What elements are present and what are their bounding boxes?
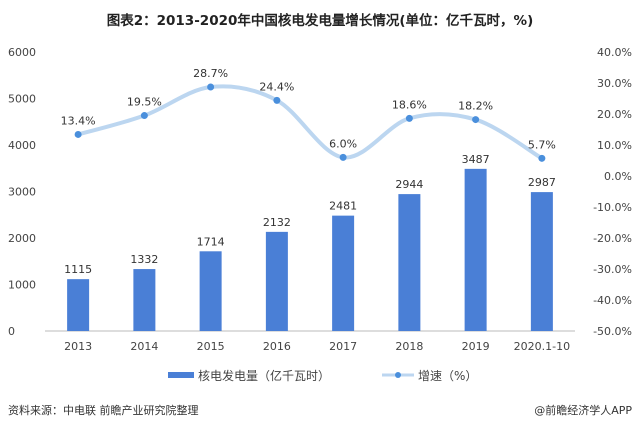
growth-line (77, 84, 543, 161)
right-tick-label: 30.0% (597, 77, 632, 90)
bar (464, 168, 487, 331)
bar (133, 269, 156, 331)
bar (530, 192, 553, 331)
x-tick-label: 2019 (462, 340, 490, 353)
brand-credit: @前瞻经济学人APP (534, 404, 632, 417)
right-tick-label: 40.0% (597, 46, 632, 59)
x-tick-label: 2014 (130, 340, 158, 353)
bar (398, 194, 421, 331)
growth-data-label: 6.0% (329, 137, 357, 150)
right-tick-label: -40.0% (593, 294, 632, 307)
bar-data-label: 2132 (263, 216, 291, 229)
bar (265, 231, 288, 331)
left-tick-label: 4000 (8, 139, 36, 152)
growth-marker (472, 116, 480, 124)
right-tick-label: 10.0% (597, 139, 632, 152)
growth-marker (140, 112, 148, 120)
right-tick-label: -10.0% (593, 201, 632, 214)
left-tick-label: 1000 (8, 279, 36, 292)
right-tick-label: 20.0% (597, 108, 632, 121)
bar-data-label: 1714 (197, 235, 225, 248)
left-tick-label: 5000 (8, 93, 36, 106)
x-tick-label: 2013 (64, 340, 92, 353)
growth-data-label: 28.7% (193, 67, 228, 80)
right-tick-label: -20.0% (593, 232, 632, 245)
growth-marker (273, 96, 281, 104)
right-tick-label: -30.0% (593, 263, 632, 276)
chart-title: 图表2：2013-2020年中国核电发电量增长情况(单位：亿千瓦时，%) (106, 13, 534, 29)
left-tick-label: 0 (8, 325, 15, 338)
growth-marker (207, 83, 215, 91)
growth-data-label: 5.7% (528, 138, 556, 151)
growth-marker (538, 154, 546, 162)
x-tick-label: 2017 (329, 340, 357, 353)
x-tick-label: 2016 (263, 340, 291, 353)
right-tick-label: -50.0% (593, 325, 632, 338)
legend-bar-label: 核电发电量（亿千瓦时） (198, 368, 330, 383)
left-tick-label: 2000 (8, 232, 36, 245)
bar-data-label: 3487 (462, 153, 490, 166)
bar-data-label: 2481 (329, 200, 357, 213)
growth-marker (339, 153, 347, 161)
right-tick-label: 0.0% (604, 170, 632, 183)
legend-bar-swatch (168, 372, 194, 378)
growth-marker (405, 114, 413, 122)
x-tick-label: 2018 (395, 340, 423, 353)
growth-data-label: 18.2% (458, 100, 493, 113)
growth-data-label: 24.4% (259, 80, 294, 93)
bar-data-label: 2944 (395, 178, 423, 191)
legend-line-marker (395, 372, 401, 378)
source-note: 资料来源：中电联 前瞻产业研究院整理 (8, 404, 199, 417)
bar (199, 251, 222, 331)
x-tick-label: 2015 (197, 340, 225, 353)
growth-data-label: 19.5% (127, 96, 162, 109)
left-tick-label: 3000 (8, 186, 36, 199)
bar-data-label: 1332 (130, 253, 158, 266)
bar (332, 215, 355, 331)
growth-marker (74, 130, 82, 138)
growth-data-label: 13.4% (61, 114, 96, 127)
left-tick-label: 6000 (8, 46, 36, 59)
legend-line-label: 增速（%） (418, 369, 477, 383)
growth-data-label: 18.6% (392, 98, 427, 111)
bar-data-label: 1115 (64, 263, 92, 276)
x-tick-label: 2020.1-10 (514, 340, 570, 353)
bar-data-label: 2987 (528, 176, 556, 189)
bar (67, 279, 90, 331)
